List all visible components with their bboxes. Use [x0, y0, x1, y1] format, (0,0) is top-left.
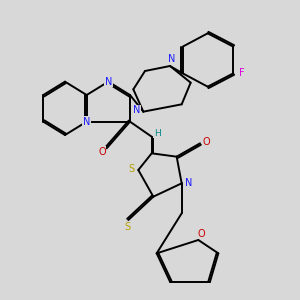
Text: O: O — [197, 229, 205, 239]
Text: F: F — [239, 68, 244, 78]
Text: N: N — [184, 178, 192, 188]
Text: N: N — [168, 54, 175, 64]
Text: H: H — [154, 129, 160, 138]
Text: N: N — [133, 105, 140, 115]
Text: N: N — [105, 77, 112, 87]
Text: O: O — [98, 147, 106, 157]
Text: S: S — [125, 222, 131, 232]
Text: N: N — [83, 117, 90, 127]
Text: S: S — [129, 164, 135, 173]
Text: O: O — [203, 137, 210, 147]
